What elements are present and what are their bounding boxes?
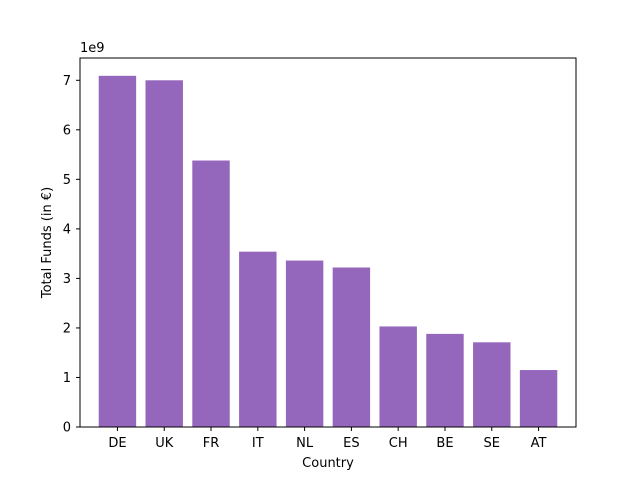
y-axis-ticks: 0 1 2 3 4 5 6 7 — [63, 74, 80, 436]
x-axis-label: Country — [302, 456, 354, 471]
y-tick-label-6: 6 — [63, 123, 71, 138]
bar-de — [98, 75, 137, 427]
x-axis-ticks: DE UK FR IT NL ES CH BE SE AT — [108, 427, 547, 451]
x-tick-label-nl: NL — [296, 436, 314, 451]
bar-it — [239, 251, 277, 427]
x-tick-label-it: IT — [252, 436, 264, 451]
bar-uk — [145, 80, 183, 428]
x-tick-label-ch: CH — [389, 436, 408, 451]
y-tick-label-2: 2 — [63, 321, 71, 336]
x-tick-label-be: BE — [436, 436, 453, 451]
bar-ch — [379, 326, 417, 427]
x-tick-label-es: ES — [343, 436, 359, 451]
plot-frame — [79, 57, 577, 428]
bar-at — [519, 370, 558, 427]
x-tick-label-de: DE — [108, 436, 126, 451]
x-tick-label-se: SE — [484, 436, 500, 451]
y-tick-label-1: 1 — [63, 371, 71, 386]
x-tick-label-fr: FR — [203, 436, 220, 451]
y-tick-label-0: 0 — [63, 421, 71, 436]
bar-nl — [285, 260, 324, 427]
y-tick-label-4: 4 — [63, 222, 71, 237]
bar-fr — [192, 160, 230, 427]
y-tick-label-7: 7 — [63, 74, 71, 89]
y-axis-label: Total Funds (in €) — [40, 187, 55, 299]
y-axis-offset-label: 1e9 — [80, 41, 105, 56]
x-tick-label-at: AT — [531, 436, 547, 451]
bars-group — [98, 75, 558, 428]
x-tick-label-uk: UK — [155, 436, 174, 451]
bar-se — [473, 342, 511, 427]
y-tick-label-3: 3 — [63, 272, 71, 287]
bar-es — [332, 267, 371, 427]
y-tick-label-5: 5 — [63, 173, 71, 188]
bar-be — [426, 333, 464, 427]
